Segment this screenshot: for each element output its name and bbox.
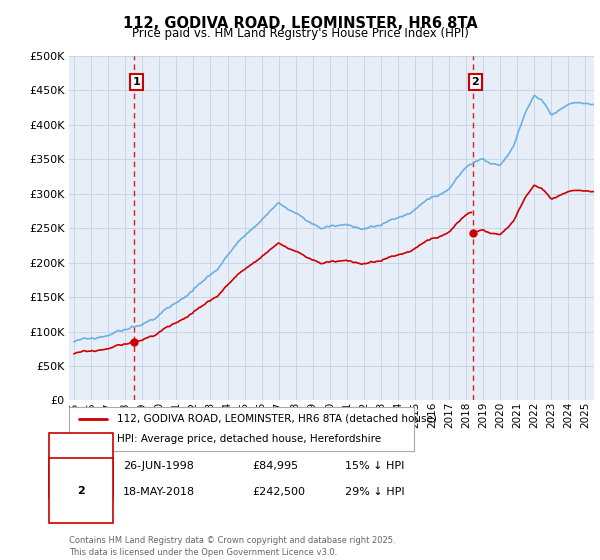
Text: £84,995: £84,995 (252, 461, 298, 472)
Text: 112, GODIVA ROAD, LEOMINSTER, HR6 8TA: 112, GODIVA ROAD, LEOMINSTER, HR6 8TA (122, 16, 478, 31)
Text: 1: 1 (77, 460, 85, 470)
Text: HPI: Average price, detached house, Herefordshire: HPI: Average price, detached house, Here… (118, 434, 382, 444)
Text: 29% ↓ HPI: 29% ↓ HPI (345, 487, 404, 497)
Text: 26-JUN-1998: 26-JUN-1998 (123, 461, 194, 472)
Text: £242,500: £242,500 (252, 487, 305, 497)
Text: Contains HM Land Registry data © Crown copyright and database right 2025.
This d: Contains HM Land Registry data © Crown c… (69, 536, 395, 557)
Text: 18-MAY-2018: 18-MAY-2018 (123, 487, 195, 497)
Text: Price paid vs. HM Land Registry's House Price Index (HPI): Price paid vs. HM Land Registry's House … (131, 27, 469, 40)
Text: 15% ↓ HPI: 15% ↓ HPI (345, 461, 404, 472)
Text: 2: 2 (77, 486, 85, 496)
Text: 112, GODIVA ROAD, LEOMINSTER, HR6 8TA (detached house): 112, GODIVA ROAD, LEOMINSTER, HR6 8TA (d… (118, 414, 437, 424)
Text: 2: 2 (472, 77, 479, 87)
Text: 1: 1 (132, 77, 140, 87)
